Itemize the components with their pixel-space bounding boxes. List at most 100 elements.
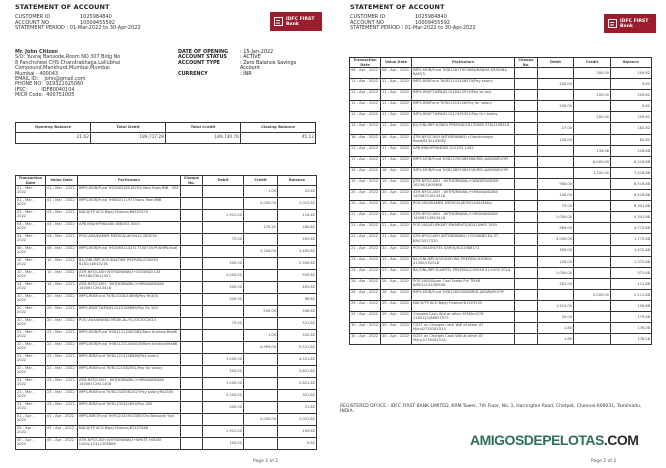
cheque-no-cell	[180, 401, 203, 414]
balance-cell: 9.82	[610, 78, 652, 91]
particulars-cell: IMPS-RIB/Fund Trf/81132352694/Pay 300	[77, 401, 181, 414]
statement-period: 01-Mar-2022 to 30-Apr-2022	[69, 25, 141, 32]
table-row: 16 - Apr - 2022 16 - Apr - 2022 ATM-NFS/CA…	[349, 133, 652, 146]
account-detail-row: ACCOUNT TYPE: Zero Balance Savings Accou…	[178, 59, 300, 72]
cheque-no-cell	[514, 222, 538, 235]
debit-cell: 500.00	[202, 281, 244, 294]
registered-office-footer: REGISTERED OFFICE : IDFC FIRST BANK LIMI…	[340, 404, 642, 415]
transaction-date-cell: 22 - Mar - 2022	[15, 329, 46, 342]
credit-cell	[243, 317, 278, 330]
balance-cell: 9.82	[277, 437, 317, 450]
table-row: 21 - Apr - 2022 21 - Apr - 2022 ATM-NFS/CA…	[349, 211, 652, 224]
balance-cell: 179.88	[610, 311, 652, 324]
transaction-date-cell: 14 - Mar - 2022	[15, 281, 46, 294]
debit-cell	[537, 166, 574, 179]
account-no-label: ACCOUNT NO	[350, 19, 384, 26]
address-line: 8 Panchsheel CHS Chandrabhaga,Lallubhai	[15, 59, 121, 66]
idfc-bank-logo: IDFC FIRST Bank	[270, 12, 322, 31]
transaction-date-cell: 11 - Apr - 2022	[349, 100, 381, 113]
debit-header: Debit	[202, 175, 244, 186]
table-row: 05 - Apr - 2022 05 - Apr - 2022 NACH/TP AC…	[15, 425, 317, 438]
particulars-cell: ATM-NFS/CASH - WITHDRAWAL/+HIRANANDANI 1…	[411, 211, 515, 224]
value-date-cell: 20 - Apr - 2022	[380, 200, 412, 213]
balance-cell: 2,905.82	[277, 257, 317, 270]
balance-cell: 521.82	[277, 317, 317, 330]
particulars-cell: ATM-NFS/CASH - WITHDRAWAL/+HIRANANDANI 1…	[77, 377, 181, 390]
table-header-row: Transaction Date Value Date Particulars Che…	[349, 57, 652, 68]
credit-cell	[573, 244, 611, 257]
value-date-cell: 29 - Apr - 2022	[380, 299, 412, 313]
balance-cell: 405.82	[277, 281, 317, 294]
cheque-no-cell	[514, 244, 538, 257]
balance-cell: 280.82	[277, 221, 317, 234]
value-date-cell: 14 - Mar - 2022	[45, 281, 78, 294]
statement-page-2: STATEMENT OF ACCOUNT CUSTOMER ID 10259848…	[333, 0, 666, 468]
bank-logo-icon	[274, 17, 283, 26]
debit-cell: 100.00	[202, 437, 244, 450]
cheque-no-cell	[514, 255, 538, 268]
value-date-cell: 20 - Mar - 2022	[45, 317, 78, 330]
value-date-cell: 03 - Mar - 2022	[45, 209, 78, 222]
transaction-date-cell: 19 - Apr - 2022	[349, 177, 381, 191]
particulars-cell: IMPS-MOB/Fund Trf/81121C400016/Ram Krish…	[77, 341, 181, 354]
cheque-no-cell	[180, 329, 203, 342]
transaction-date-cell: 12 - Apr - 2022	[349, 122, 381, 135]
credit-cell: 200.00	[573, 111, 611, 124]
account-no: 10009455592	[415, 19, 450, 26]
table-row: 03 - Mar - 2022 03 - Mar - 2022 NACH/TP AC…	[15, 209, 317, 222]
period-label: STATEMENT PERIOD :	[350, 25, 404, 32]
table-row: 28 - Apr - 2022 28 - Apr - 2022 POS-VISA/S…	[349, 277, 652, 290]
particulars-cell: APB INW/HP564950 012253 1405	[411, 144, 515, 157]
transaction-date-cell: 30 - Apr - 2022	[349, 322, 381, 335]
cheque-no-cell	[514, 189, 538, 202]
account-detail-label: ACCOUNT TYPE	[178, 59, 221, 66]
transaction-date-cell: 21 - Apr - 2022	[349, 244, 381, 257]
table-row: 18 - Apr - 2022 18 - Apr - 2022 IMPS-MOB/F…	[349, 166, 652, 179]
phone: PHONE NO: 919321025060	[15, 81, 84, 88]
customer-id: 1025984840	[80, 14, 112, 20]
table-row: 20 - Mar - 2022 20 - Mar - 2022 IMPS-RIB/F…	[15, 293, 317, 306]
transaction-date-cell: 28 - Apr - 2022	[349, 277, 381, 290]
particulars-cell: APB INW/HP564080 808003 3003	[77, 221, 181, 234]
balance-cell: 6,416.88	[610, 189, 652, 202]
value-date-cell: 22 - Mar - 2022	[45, 353, 78, 366]
transaction-date-cell: 01 - Mar - 2022	[15, 185, 46, 198]
value-date-cell: 21 - Apr - 2022	[380, 222, 412, 235]
debit-cell: 1,912.00	[202, 425, 244, 438]
cheque-no-cell	[514, 133, 538, 146]
particulars-cell: BIL/ONL/BPCH/VODAFONE PREP/BIL/C00055 61…	[77, 257, 181, 270]
balance-cell: 6,341.88	[610, 200, 652, 213]
value-date-cell: 05 - Apr - 2022	[45, 425, 78, 438]
table-row: 11 - Apr - 2022 11 - Apr - 2022 IMPS-RB/IF…	[349, 111, 652, 124]
balance-cell: 4,772.88	[610, 222, 652, 235]
cheque-no-cell	[180, 269, 203, 282]
table-row: 23 - Mar - 2022 23 - Mar - 2022 IMPS-RIB/F…	[15, 401, 317, 414]
transaction-date-cell: 23 - Apr - 2022	[349, 266, 381, 279]
value-date-cell: 19 - Apr - 2022	[380, 177, 412, 191]
debit-cell: 1,912.00	[202, 209, 244, 222]
transaction-date-cell: 20 - Mar - 2022	[15, 293, 46, 306]
credit-cell: 134.06	[573, 144, 611, 157]
credit-cell: 2,000.00	[243, 197, 278, 210]
debit-cell	[202, 341, 244, 354]
transaction-date-header: Transaction Date	[349, 57, 381, 68]
cheque-no-header: Cheque No.	[514, 57, 538, 68]
account-detail-value: : 15-Jan-2022	[240, 49, 274, 55]
transaction-date-cell: 23 - Mar - 2022	[15, 401, 46, 414]
credit-cell	[573, 78, 611, 91]
value-date-cell: 08 - Apr - 2022	[380, 66, 412, 80]
credit-cell	[573, 233, 611, 246]
value-date-cell: 23 - Apr - 2022	[380, 255, 412, 268]
balance-cell: 3,405.82	[277, 245, 317, 258]
debit-cell: 1,912.00	[537, 299, 574, 313]
account-detail-label: DATE OF OPENING	[178, 49, 229, 55]
cheque-no-cell	[514, 322, 538, 335]
debit-cell: 2,500.00	[202, 389, 244, 402]
transaction-date-cell: 22 - Mar - 2022	[15, 365, 46, 378]
transaction-date-cell: 01 - Mar - 2022	[15, 197, 46, 210]
transactions-table-page-2: Transaction Date Value Date Particulars Che…	[349, 57, 652, 346]
value-date-cell: 22 - Mar - 2022	[45, 329, 78, 342]
watermark-suffix: .COM	[603, 432, 639, 448]
cheque-no-cell	[180, 389, 203, 402]
table-row: 20 - Apr - 2022 20 - Apr - 2022 ATM-NFS/CA…	[349, 189, 652, 202]
